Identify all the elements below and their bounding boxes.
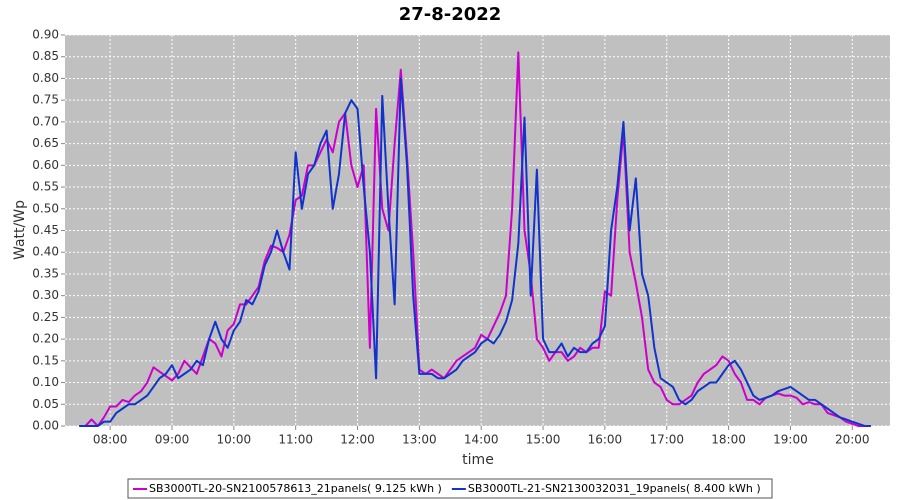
series-line	[79, 77, 871, 427]
legend-label: SB3000TL-20-SN2100578613_21panels( 9.125…	[149, 482, 442, 495]
y-tick-label: 0.90	[32, 28, 59, 42]
y-tick-label: 0.85	[32, 49, 59, 63]
chart-title: 27-8-2022	[399, 4, 502, 25]
y-tick-label: 0.75	[32, 93, 59, 107]
y-tick-label: 0.65	[32, 136, 59, 150]
x-tick-label: 15:00	[526, 433, 561, 447]
x-tick-label: 18:00	[711, 433, 746, 447]
legend-label: SB3000TL-21-SN2130032031_19panels( 8.400…	[468, 482, 761, 495]
y-tick-label: 0.00	[32, 419, 59, 433]
series-line	[79, 51, 871, 427]
y-tick-label: 0.15	[32, 353, 59, 367]
x-tick-label: 14:00	[464, 433, 499, 447]
y-tick-label: 0.40	[32, 245, 59, 259]
y-tick-label: 0.20	[32, 332, 59, 346]
x-tick-label: 20:00	[835, 433, 870, 447]
y-tick-label: 0.80	[32, 71, 59, 85]
x-tick-label: 10:00	[217, 433, 252, 447]
x-axis-label: time	[462, 452, 494, 468]
y-tick-label: 0.55	[32, 180, 59, 194]
y-tick-label: 0.70	[32, 114, 59, 128]
x-tick-label: 08:00	[93, 433, 128, 447]
x-tick-label: 11:00	[278, 433, 313, 447]
y-tick-label: 0.50	[32, 201, 59, 215]
x-tick-label: 13:00	[402, 433, 437, 447]
y-tick-label: 0.10	[32, 375, 59, 389]
y-tick-label: 0.60	[32, 158, 59, 172]
x-tick-label: 19:00	[773, 433, 808, 447]
y-tick-label: 0.30	[32, 288, 59, 302]
y-axis-label: Watt/Wp	[12, 200, 28, 260]
x-tick-label: 12:00	[340, 433, 375, 447]
x-tick-label: 17:00	[649, 433, 684, 447]
x-tick-label: 09:00	[155, 433, 190, 447]
y-tick-label: 0.05	[32, 397, 59, 411]
y-tick-label: 0.25	[32, 310, 59, 324]
y-tick-label: 0.35	[32, 266, 59, 280]
y-tick-label: 0.45	[32, 223, 59, 237]
legend	[127, 478, 773, 499]
x-tick-label: 16:00	[588, 433, 623, 447]
